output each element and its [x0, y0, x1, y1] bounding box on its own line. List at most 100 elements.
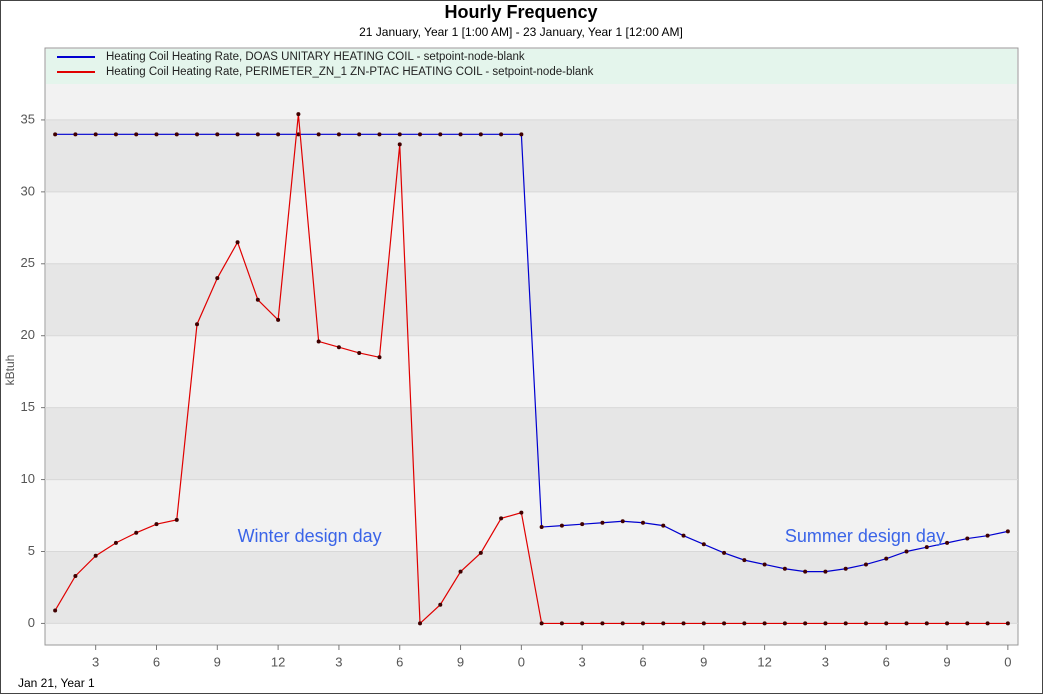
- data-point: [600, 520, 605, 525]
- data-point: [134, 132, 139, 137]
- data-point: [823, 621, 828, 626]
- chart-title: Hourly Frequency: [444, 2, 597, 22]
- data-point: [965, 536, 970, 541]
- data-point: [215, 132, 220, 137]
- data-point: [195, 322, 200, 327]
- data-point: [73, 573, 78, 578]
- x-tick-label: 9: [214, 654, 221, 669]
- data-point: [438, 132, 443, 137]
- data-point: [73, 132, 78, 137]
- data-point: [580, 621, 585, 626]
- data-point: [377, 132, 382, 137]
- data-point: [701, 621, 706, 626]
- grid-band: [46, 119, 1017, 192]
- data-point: [113, 540, 118, 545]
- data-point: [316, 339, 321, 344]
- data-point: [924, 621, 929, 626]
- data-point: [924, 545, 929, 550]
- x-tick-label: 6: [396, 654, 403, 669]
- x-tick-label: 3: [335, 654, 342, 669]
- x-tick-label: 6: [153, 654, 160, 669]
- y-tick-label: 20: [21, 327, 35, 342]
- data-point: [519, 510, 524, 515]
- data-point: [640, 520, 645, 525]
- y-tick-label: 15: [21, 399, 35, 414]
- data-point: [863, 621, 868, 626]
- data-point: [499, 516, 504, 521]
- data-point: [742, 621, 747, 626]
- data-point: [499, 132, 504, 137]
- data-point: [904, 621, 909, 626]
- data-point: [600, 621, 605, 626]
- data-point: [945, 621, 950, 626]
- data-point: [843, 566, 848, 571]
- data-point: [53, 132, 58, 137]
- x-tick-label: 6: [883, 654, 890, 669]
- data-point: [235, 240, 240, 245]
- x-tick-label: 0: [518, 654, 525, 669]
- y-tick-label: 5: [28, 543, 35, 558]
- data-point: [945, 540, 950, 545]
- data-point: [418, 132, 423, 137]
- data-point: [113, 132, 118, 137]
- data-point: [884, 621, 889, 626]
- x-tick-label: 12: [757, 654, 771, 669]
- data-point: [93, 553, 98, 558]
- data-point: [458, 132, 463, 137]
- data-point: [681, 621, 686, 626]
- data-point: [357, 132, 362, 137]
- y-tick-label: 0: [28, 615, 35, 630]
- data-point: [519, 132, 524, 137]
- data-point: [93, 132, 98, 137]
- data-point: [134, 530, 139, 535]
- data-point: [478, 550, 483, 555]
- data-point: [458, 569, 463, 574]
- x-tick-label: 0: [1004, 654, 1011, 669]
- data-point: [661, 621, 666, 626]
- grid-band: [46, 551, 1017, 624]
- y-tick-label: 30: [21, 183, 35, 198]
- data-point: [661, 523, 666, 528]
- chart-subtitle: 21 January, Year 1 [1:00 AM] - 23 Januar…: [359, 25, 683, 39]
- data-point: [904, 549, 909, 554]
- data-point: [762, 621, 767, 626]
- legend-label: Heating Coil Heating Rate, DOAS UNITARY …: [106, 51, 525, 63]
- data-point: [478, 132, 483, 137]
- data-point: [397, 142, 402, 147]
- data-point: [985, 621, 990, 626]
- x-tick-label: 3: [579, 654, 586, 669]
- x-tick-label: 9: [943, 654, 950, 669]
- data-point: [803, 569, 808, 574]
- data-point: [681, 533, 686, 538]
- data-point: [580, 522, 585, 527]
- y-tick-label: 10: [21, 471, 35, 486]
- data-point: [762, 562, 767, 567]
- data-point: [154, 522, 159, 527]
- data-point: [174, 132, 179, 137]
- data-point: [742, 558, 747, 563]
- data-point: [782, 621, 787, 626]
- series-line: [55, 133, 1008, 573]
- data-point: [722, 621, 727, 626]
- data-point: [884, 556, 889, 561]
- data-point: [438, 602, 443, 607]
- x-tick-label: 9: [700, 654, 707, 669]
- data-point: [823, 569, 828, 574]
- data-point: [397, 132, 402, 137]
- y-axis-label: kBtuh: [3, 355, 17, 386]
- x-tick-label: 9: [457, 654, 464, 669]
- data-point: [701, 542, 706, 547]
- data-point: [235, 132, 240, 137]
- data-point: [965, 621, 970, 626]
- data-point: [843, 621, 848, 626]
- data-point: [539, 621, 544, 626]
- data-point: [276, 317, 281, 322]
- data-point: [559, 621, 564, 626]
- legend-label: Heating Coil Heating Rate, PERIMETER_ZN_…: [106, 66, 594, 78]
- x-axis-label: Jan 21, Year 1: [18, 676, 95, 690]
- data-point: [559, 523, 564, 528]
- data-point: [620, 519, 625, 524]
- data-point: [336, 132, 341, 137]
